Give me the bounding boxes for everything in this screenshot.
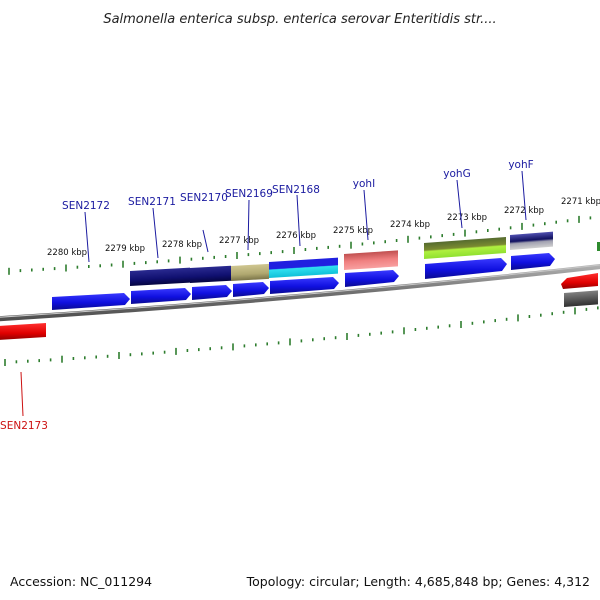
feature-track-upper: [130, 231, 553, 286]
scale-labels: 2280 kbp 2279 kbp 2278 kbp 2277 kbp 2276…: [47, 197, 600, 258]
feature-box: [510, 231, 553, 250]
gene-labels: SEN2172 SEN2171 SEN2170 SEN2169 SEN2168 …: [0, 159, 534, 432]
scale-label: 2275 kbp: [333, 226, 373, 236]
scale-label: 2280 kbp: [47, 248, 87, 258]
scale-ticks-upper: [8, 215, 592, 275]
gene-arrow-sen2172[interactable]: [52, 293, 130, 310]
gene-arrow-yohi[interactable]: [345, 270, 399, 287]
feature-box: [190, 265, 231, 283]
gene-arrow-sen2168[interactable]: [270, 277, 339, 294]
scale-label: 2276 kbp: [276, 231, 316, 241]
gene-label[interactable]: yohG: [443, 168, 470, 180]
feature-box: [130, 267, 190, 286]
gene-label[interactable]: SEN2171: [128, 196, 176, 208]
accession-text: Accession: NC_011294: [10, 574, 152, 589]
gene-label[interactable]: SEN2169: [225, 188, 273, 200]
scale-label: 2279 kbp: [105, 244, 145, 254]
genome-backbone: [0, 264, 600, 322]
scale-ticks-lower: [4, 306, 599, 366]
gene-arrow-yohf[interactable]: [511, 253, 555, 270]
feature-box-gray: [564, 290, 598, 307]
gene-label[interactable]: SEN2172: [62, 200, 110, 212]
gene-label[interactable]: SEN2170: [180, 192, 228, 204]
gene-arrow-yohg[interactable]: [425, 258, 507, 279]
map-title: Salmonella enterica subsp. enterica sero…: [103, 12, 496, 27]
scale-label: 2274 kbp: [390, 220, 430, 230]
scale-label: 2277 kbp: [219, 236, 259, 246]
feature-box: [269, 257, 338, 278]
feature-box: [424, 236, 506, 259]
scale-label: 2272 kbp: [504, 206, 544, 216]
gene-label[interactable]: yohF: [508, 159, 533, 171]
gene-arrow-sen2170[interactable]: [192, 285, 232, 300]
gene-label[interactable]: yohI: [353, 178, 375, 190]
scale-label: 2273 kbp: [447, 213, 487, 223]
feature-box: [231, 263, 269, 281]
gene-arrow-right-red[interactable]: [561, 273, 598, 289]
feature-box: [344, 250, 398, 270]
scale-label: 2271 kbp: [561, 197, 600, 207]
topology-text: Topology: circular; Length: 4,685,848 bp…: [246, 574, 590, 589]
scale-label: 2278 kbp: [162, 240, 202, 250]
gene-arrow-sen2173[interactable]: [0, 323, 46, 340]
gene-track: [0, 242, 600, 340]
feature-box-green-edge: [597, 242, 600, 251]
gene-arrow-sen2169[interactable]: [233, 282, 269, 297]
gene-callouts: [20, 170, 527, 417]
gene-label[interactable]: SEN2168: [272, 184, 320, 196]
gene-arrow-sen2171[interactable]: [131, 288, 191, 304]
gene-label[interactable]: SEN2173: [0, 420, 48, 432]
